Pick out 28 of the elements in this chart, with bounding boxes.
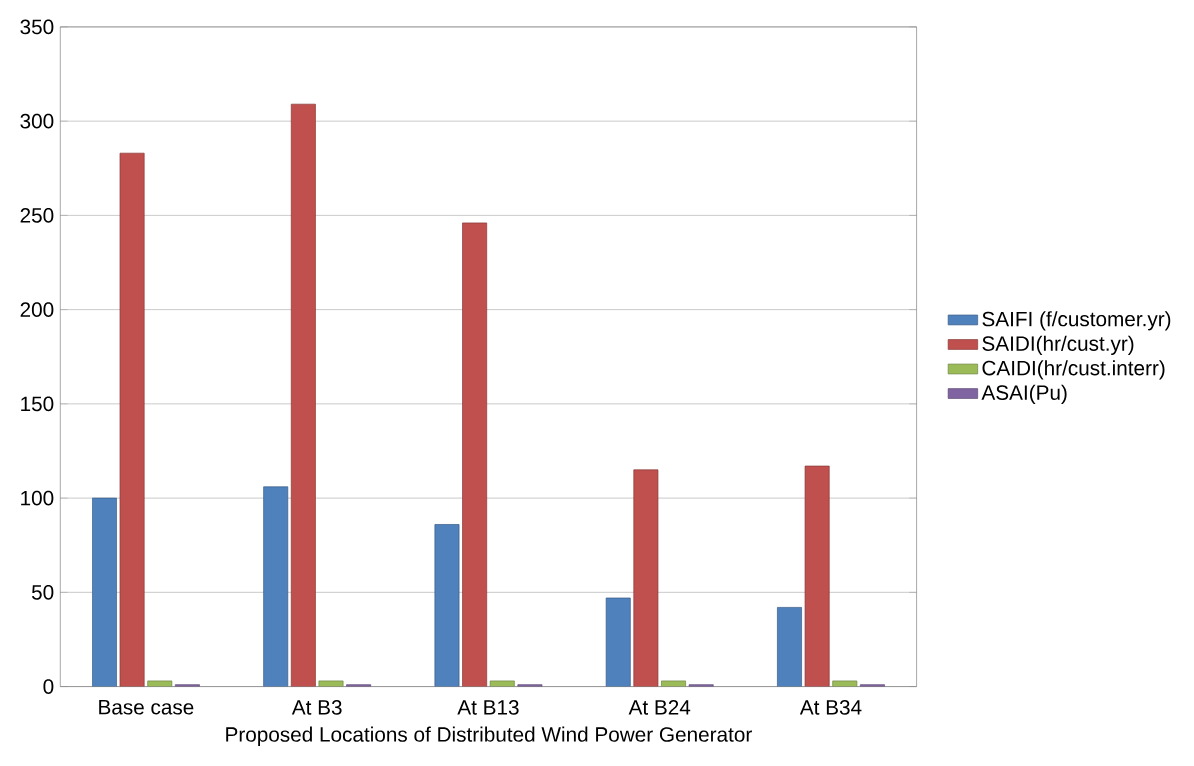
- bar: [462, 222, 488, 687]
- y-tick-label: 300: [20, 114, 54, 129]
- bar: [290, 104, 316, 687]
- y-tick-label: 350: [20, 19, 54, 35]
- bar: [92, 497, 117, 687]
- bar: [263, 486, 289, 687]
- x-axis-title: Proposed Locations of Distributed Wind Power Generator: [226, 726, 752, 747]
- bar: [605, 597, 631, 687]
- legend-label: SAIDI(hr/cust.yr): [982, 335, 1134, 356]
- bar: [434, 524, 460, 687]
- y-tick-label: 0: [43, 679, 54, 695]
- y-tick-label: 250: [20, 208, 54, 223]
- bar: [633, 469, 659, 687]
- legend-label: ASAI(Pu): [981, 384, 1067, 405]
- y-tick-label: 150: [21, 396, 54, 412]
- y-tick-label: 200: [20, 302, 54, 318]
- bar: [119, 153, 145, 687]
- x-tick-label: At B3: [291, 700, 342, 715]
- bar: [777, 607, 802, 687]
- bar: [804, 465, 830, 687]
- x-tick-label: At B34: [799, 700, 862, 715]
- x-tick-label: At B13: [457, 700, 519, 715]
- y-tick-label: 100: [21, 491, 54, 506]
- y-tick-label: 50: [31, 585, 54, 600]
- x-tick-label: Base case: [99, 700, 194, 715]
- legend-label: CAIDI(hr/cust.interr): [982, 360, 1165, 380]
- x-tick-label: At B24: [628, 700, 691, 715]
- legend-label: SAIFI (f/customer.yr): [982, 311, 1171, 331]
